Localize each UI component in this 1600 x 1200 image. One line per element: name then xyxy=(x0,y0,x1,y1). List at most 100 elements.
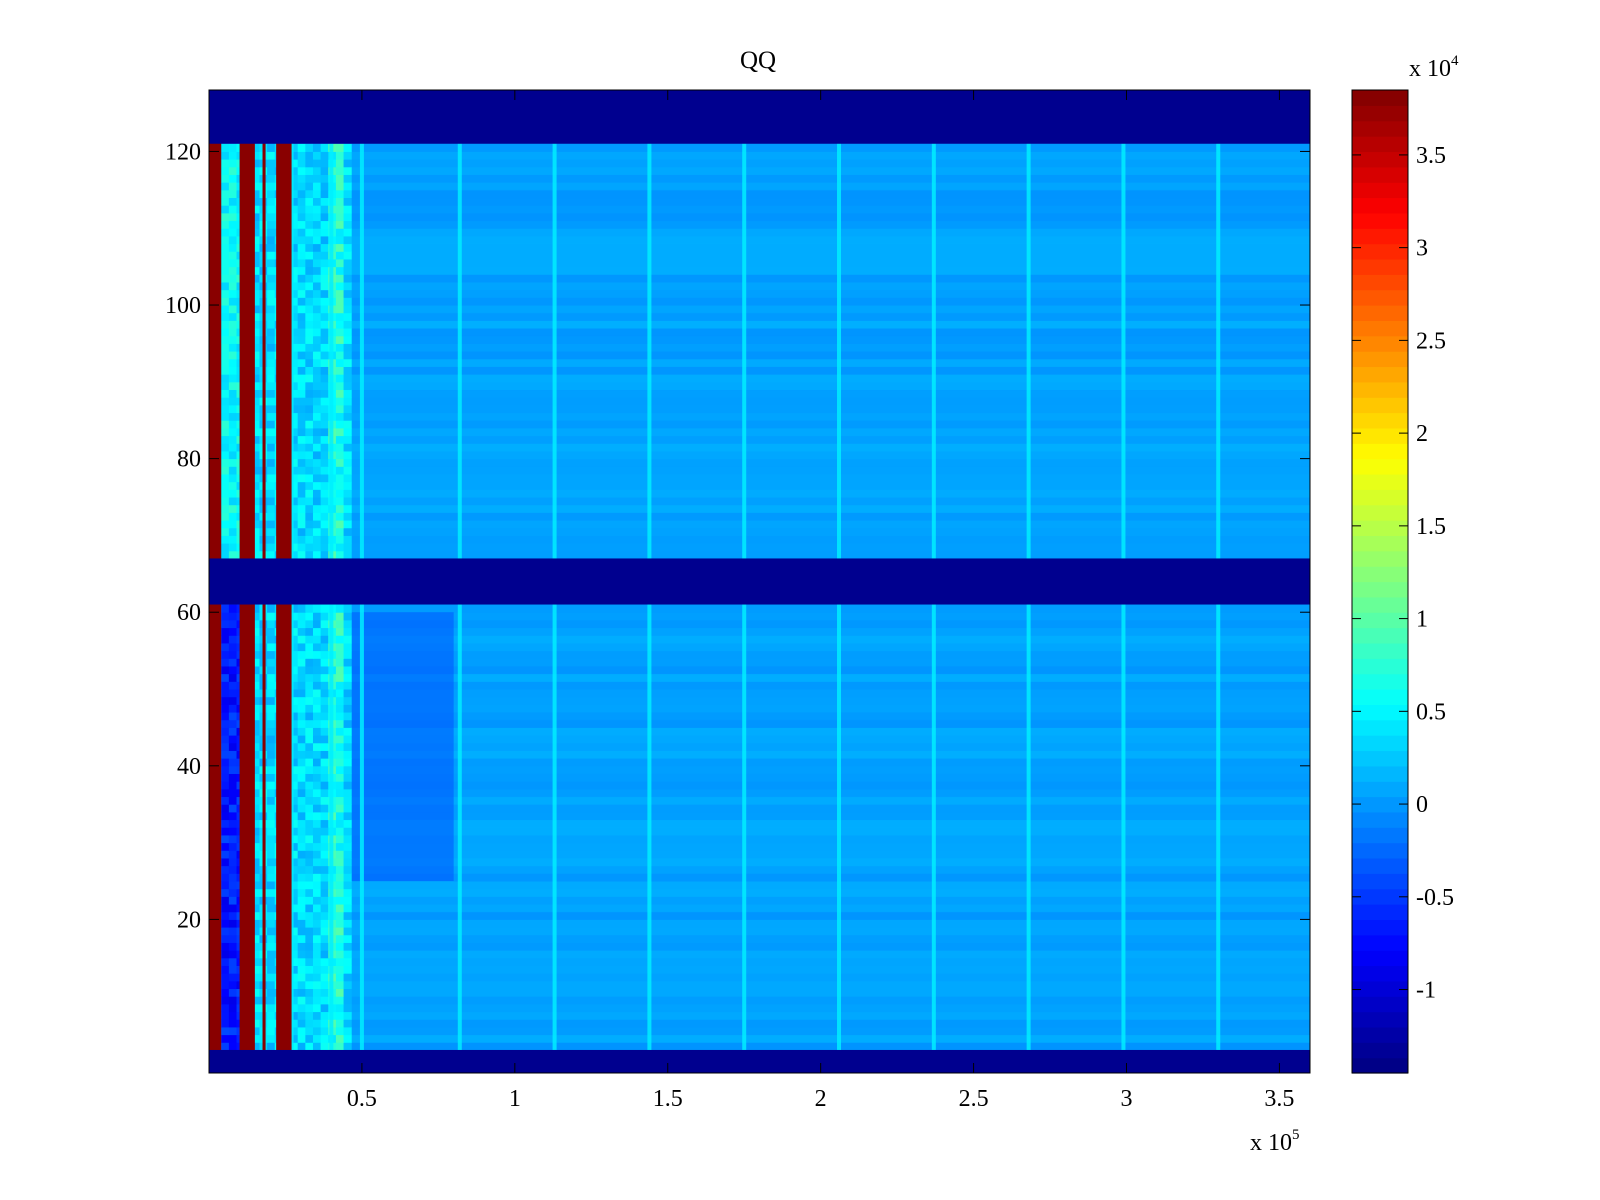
heatmap-row xyxy=(346,1019,1310,1028)
heatmap-cell xyxy=(228,988,238,997)
heatmap-cell xyxy=(228,358,238,367)
heatmap-cell xyxy=(320,151,329,160)
heatmap-cell xyxy=(305,228,314,237)
heatmap-row xyxy=(346,873,1310,882)
heatmap-cell xyxy=(290,512,299,521)
heatmap-cell xyxy=(312,397,322,406)
heatmap-cell xyxy=(297,735,306,744)
heatmap-cell xyxy=(267,497,276,506)
heatmap-cell xyxy=(297,758,306,767)
heatmap-cell xyxy=(297,512,306,521)
heatmap-cell xyxy=(297,857,306,867)
heatmap-cell xyxy=(297,642,306,652)
heatmap-cell xyxy=(221,335,230,344)
heatmap-cell xyxy=(297,550,306,559)
heatmap-cell xyxy=(305,888,314,897)
heatmap-cell xyxy=(251,1003,260,1013)
heatmap-cell xyxy=(343,481,352,490)
heatmap-cell xyxy=(297,358,306,367)
heatmap-row xyxy=(346,681,1310,690)
heatmap-cell xyxy=(251,650,260,659)
heatmap-cell xyxy=(221,911,230,920)
heatmap-cell xyxy=(221,427,230,437)
heatmap-row xyxy=(346,489,1310,498)
heatmap-row xyxy=(346,612,1310,621)
heatmap-cell xyxy=(290,274,299,283)
heatmap-row xyxy=(346,996,1310,1005)
heatmap-cell xyxy=(320,735,329,744)
heatmap-cell xyxy=(297,781,306,790)
heatmap-cell xyxy=(290,520,299,529)
heatmap-cell xyxy=(297,919,306,928)
heatmap-cell xyxy=(290,896,299,905)
heatmap-cell xyxy=(221,504,230,513)
heatmap-cell xyxy=(305,842,314,851)
heatmap-cell xyxy=(267,466,276,475)
heatmap-cell xyxy=(343,735,352,744)
heatmap-cell xyxy=(290,604,299,613)
heatmap-cell xyxy=(343,473,352,483)
heatmap-cell xyxy=(297,258,306,268)
heatmap-cell xyxy=(251,251,260,260)
heatmap-cell xyxy=(228,665,238,675)
heatmap-cell xyxy=(305,965,314,974)
heatmap-cell xyxy=(221,312,230,321)
heatmap-cell xyxy=(312,366,322,375)
heatmap-cell xyxy=(320,927,329,936)
heatmap-cell xyxy=(305,435,314,444)
heatmap-cell xyxy=(305,819,314,828)
heatmap-cell xyxy=(267,850,276,859)
heatmap-cell xyxy=(312,735,322,744)
heatmap-cell xyxy=(221,143,230,152)
heatmap-cell xyxy=(251,689,260,698)
heatmap-cell xyxy=(343,174,352,183)
colorbar-tick-label: 2.5 xyxy=(1416,328,1446,354)
heatmap-cell xyxy=(297,328,306,337)
heatmap-cell xyxy=(343,888,352,897)
heatmap-cell xyxy=(290,834,299,844)
heatmap-cell xyxy=(305,504,314,513)
heatmap-cell xyxy=(305,159,314,168)
heatmap-cell xyxy=(335,374,345,383)
heatmap-cell xyxy=(335,957,345,966)
heatmap-cell xyxy=(335,389,345,398)
heatmap-cell xyxy=(297,266,306,275)
heatmap-cell xyxy=(305,305,314,314)
heatmap-row xyxy=(346,312,1310,321)
heatmap-cell xyxy=(221,834,230,844)
heatmap-cell xyxy=(221,289,230,298)
heatmap-cell xyxy=(305,904,314,913)
heatmap-cell xyxy=(320,758,329,767)
heatmap-cell xyxy=(305,151,314,160)
heatmap-cell xyxy=(305,658,314,667)
heatmap-cell xyxy=(297,819,306,828)
heatmap-cell xyxy=(228,1019,238,1028)
heatmap-cell xyxy=(251,174,260,183)
heatmap-cell xyxy=(267,520,276,529)
heatmap-cell xyxy=(251,274,260,283)
heatmap-cell xyxy=(335,220,345,229)
heatmap-cell xyxy=(267,328,276,337)
heatmap-cell xyxy=(251,305,260,314)
heatmap-cell xyxy=(251,1011,260,1020)
colorbar-tick-label: 0 xyxy=(1416,792,1428,818)
heatmap-cell xyxy=(297,343,306,352)
colorbar-band xyxy=(1352,182,1408,199)
heatmap-cell xyxy=(312,1042,322,1051)
colorbar-band xyxy=(1352,965,1408,982)
heatmap-cell xyxy=(320,527,329,536)
heatmap-cell xyxy=(335,881,345,890)
heatmap-cell xyxy=(297,796,306,805)
heatmap-cell xyxy=(290,980,299,990)
heatmap-cell xyxy=(320,1011,329,1020)
heatmap-cell xyxy=(267,919,276,928)
heatmap-cell xyxy=(343,957,352,966)
heatmap-cell xyxy=(221,435,230,444)
heatmap-cell xyxy=(221,627,230,636)
heatmap-cell xyxy=(290,888,299,897)
heatmap-row xyxy=(346,934,1310,943)
colorbar-band xyxy=(1352,1026,1408,1043)
heatmap-cell xyxy=(343,420,352,429)
colorbar-tick-label: 3.5 xyxy=(1416,143,1446,169)
heatmap-cell xyxy=(320,942,329,951)
